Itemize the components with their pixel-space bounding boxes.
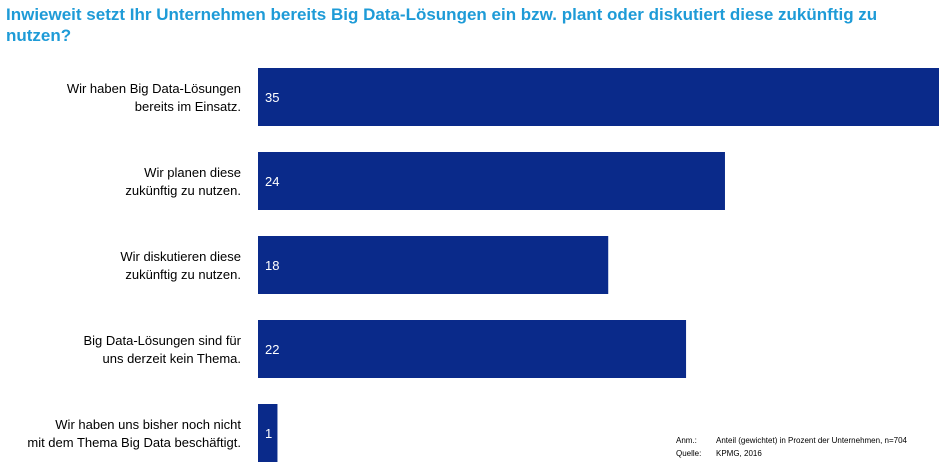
category-label-line: Wir haben uns bisher noch nicht bbox=[55, 417, 241, 432]
bar-5 bbox=[258, 404, 278, 462]
bars-layer: 35 24 18 22 1 bbox=[258, 68, 939, 462]
category-label-line: uns derzeit kein Thema. bbox=[103, 351, 242, 366]
footnote-source: Quelle: KPMG, 2016 bbox=[676, 449, 762, 459]
footnote-annotation-key: Anm.: bbox=[676, 436, 697, 445]
bar-2 bbox=[258, 152, 725, 210]
category-label-line: Wir haben Big Data-Lösungen bbox=[67, 81, 241, 96]
category-label-line: bereits im Einsatz. bbox=[135, 99, 241, 114]
category-label-line: zukünftig zu nutzen. bbox=[125, 183, 241, 198]
category-label-5: Wir haben uns bisher noch nicht mit dem T… bbox=[27, 417, 241, 450]
bar-value-label-4: 22 bbox=[265, 342, 279, 357]
category-label-2: Wir planen diese zukünftig zu nutzen. bbox=[125, 165, 241, 198]
category-label-line: zukünftig zu nutzen. bbox=[125, 267, 241, 282]
bar-value-label-5: 1 bbox=[265, 426, 272, 441]
bar-value-label-2: 24 bbox=[265, 174, 279, 189]
category-label-4: Big Data-Lösungen sind für uns derzeit ke… bbox=[83, 333, 241, 366]
category-label-line: mit dem Thema Big Data beschäftigt. bbox=[27, 435, 241, 450]
bar-3 bbox=[258, 236, 609, 294]
category-labels-layer: Wir haben Big Data-Lösungen bereits im Ei… bbox=[27, 81, 241, 450]
chart-title: Inwieweit setzt Ihr Unternehmen bereits … bbox=[6, 5, 878, 45]
category-label-line: Wir diskutieren diese bbox=[120, 249, 241, 264]
category-label-line: Big Data-Lösungen sind für bbox=[83, 333, 241, 348]
bar-value-label-3: 18 bbox=[265, 258, 279, 273]
category-label-1: Wir haben Big Data-Lösungen bereits im Ei… bbox=[67, 81, 241, 114]
footnote-annotation: Anm.: Anteil (gewichtet) in Prozent der U… bbox=[676, 436, 907, 446]
footnote-source-key: Quelle: bbox=[676, 449, 702, 458]
bar-1 bbox=[258, 68, 939, 126]
bar-value-label-1: 35 bbox=[265, 90, 279, 105]
category-label-line: Wir planen diese bbox=[144, 165, 241, 180]
footnote-annotation-text: Anteil (gewichtet) in Prozent der Untern… bbox=[716, 436, 907, 445]
category-label-3: Wir diskutieren diese zukünftig zu nutzen… bbox=[120, 249, 241, 282]
bar-4 bbox=[258, 320, 687, 378]
footnote-source-text: KPMG, 2016 bbox=[716, 449, 762, 458]
